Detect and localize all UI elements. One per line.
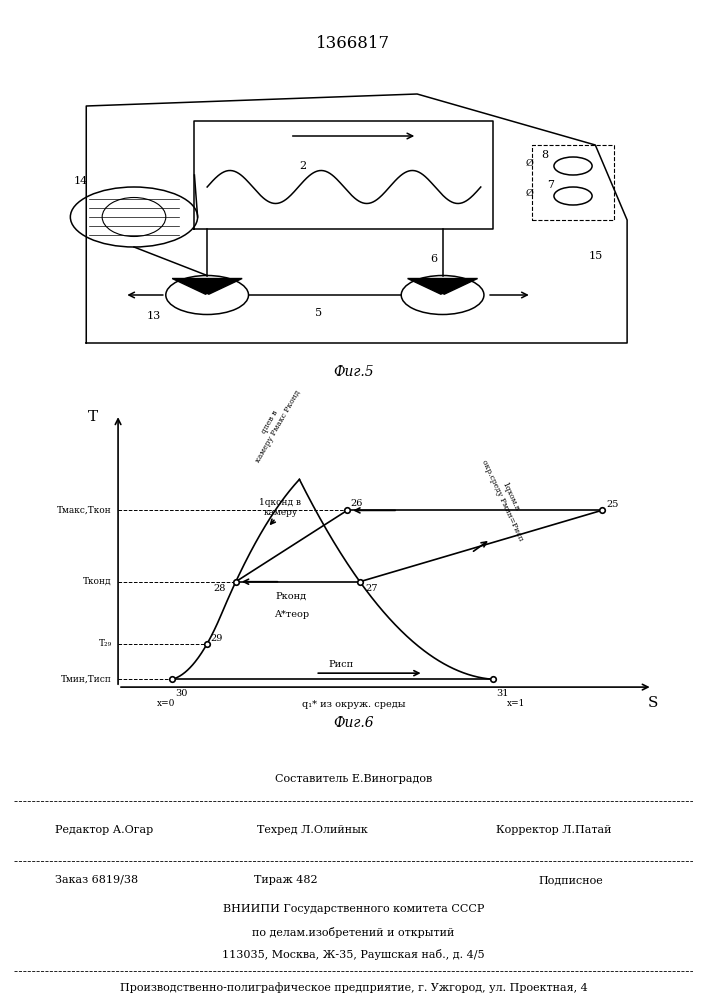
Text: Корректор Л.Патай: Корректор Л.Патай (496, 825, 612, 835)
Text: x=0: x=0 (157, 699, 175, 708)
Text: A*теор: A*теор (274, 610, 309, 619)
Text: x=1: x=1 (507, 699, 525, 708)
Text: 27: 27 (365, 584, 378, 593)
Polygon shape (173, 278, 243, 295)
Polygon shape (173, 295, 243, 312)
Text: 7: 7 (548, 180, 554, 190)
Text: Подписное: Подписное (538, 875, 603, 885)
Text: 2: 2 (300, 161, 307, 171)
Text: Tмин,Tисп: Tмин,Tисп (61, 675, 112, 684)
Text: 26: 26 (351, 499, 363, 508)
Text: Производственно-полиграфическое предприятие, г. Ужгород, ул. Проектная, 4: Производственно-полиграфическое предприя… (119, 983, 588, 993)
Text: T: T (88, 410, 98, 424)
Text: Редактор А.Огар: Редактор А.Огар (55, 825, 153, 835)
Text: Составитель Е.Виноградов: Составитель Е.Виноградов (275, 774, 432, 784)
Text: ВНИИПИ Государственного комитета СССР: ВНИИПИ Государственного комитета СССР (223, 904, 484, 914)
Text: 29: 29 (211, 634, 223, 643)
Text: 8: 8 (542, 150, 549, 160)
Text: 31: 31 (497, 689, 509, 698)
Text: 30: 30 (175, 689, 188, 698)
Text: Тираж 482: Тираж 482 (254, 875, 317, 885)
Text: T₂₉: T₂₉ (98, 639, 112, 648)
Text: qпев в
камеру Рмакс Рконд: qпев в камеру Рмакс Рконд (246, 384, 302, 464)
Text: 113035, Москва, Ж-35, Раушская наб., д. 4/5: 113035, Москва, Ж-35, Раушская наб., д. … (222, 949, 485, 960)
Text: Фиг.5: Фиг.5 (333, 365, 374, 379)
Text: Заказ 6819/38: Заказ 6819/38 (55, 875, 138, 885)
Text: 14: 14 (74, 176, 88, 186)
Text: 25: 25 (607, 500, 619, 509)
Text: 1qхом.в
окр.среду Рмин=Рисп: 1qхом.в окр.среду Рмин=Рисп (480, 455, 532, 542)
Text: Рконд: Рконд (276, 592, 307, 601)
Text: 6: 6 (430, 254, 437, 264)
Text: Ø: Ø (525, 159, 533, 168)
Text: по делам.изобретений и открытий: по делам.изобретений и открытий (252, 927, 455, 938)
Text: Фиг.6: Фиг.6 (333, 716, 374, 730)
Text: 5: 5 (315, 308, 322, 318)
Text: Техред Л.Олийнык: Техред Л.Олийнык (257, 825, 368, 835)
Polygon shape (407, 295, 478, 312)
Text: 1366817: 1366817 (317, 34, 390, 51)
Text: 28: 28 (214, 584, 226, 593)
Text: Ø: Ø (525, 189, 533, 198)
Polygon shape (407, 278, 478, 295)
Text: 13: 13 (147, 311, 161, 321)
Text: q₁* из окруж. среды: q₁* из окруж. среды (302, 700, 405, 709)
Text: Tмакс,Tкон: Tмакс,Tкон (57, 506, 112, 515)
Text: S: S (648, 696, 658, 710)
Text: 15: 15 (589, 251, 603, 261)
Text: 1qконд в
камеру: 1qконд в камеру (259, 498, 301, 517)
Text: Рисп: Рисп (328, 660, 354, 669)
Text: Tконд: Tконд (83, 577, 112, 586)
